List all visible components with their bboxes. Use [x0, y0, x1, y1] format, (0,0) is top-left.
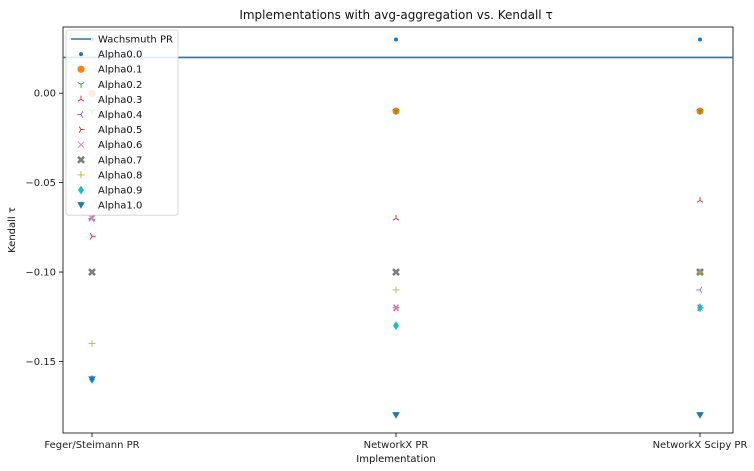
legend-swatch-marker	[78, 185, 84, 195]
legend-swatch-marker	[77, 155, 85, 164]
point-alpha0-6-1	[392, 304, 400, 312]
legend-label: Alpha0.8	[98, 170, 142, 181]
y-axis-label: Kendall τ	[7, 207, 18, 253]
legend-swatch-marker	[77, 95, 85, 102]
legend-label: Alpha0.6	[98, 140, 142, 151]
point-alpha0-3-1	[392, 214, 400, 221]
legend-swatch-marker	[77, 141, 85, 149]
point-alpha0-5-0	[89, 232, 96, 240]
legend-swatch-marker	[77, 82, 85, 88]
legend-label: Alpha0.9	[98, 186, 142, 197]
point-alpha0-7-1	[392, 268, 400, 276]
legend-swatch-marker	[77, 65, 85, 73]
point-alpha0-2-2	[696, 108, 704, 115]
point-alpha0-8-1	[392, 286, 400, 294]
x-tick-label: NetworkX PR	[364, 440, 429, 451]
point-alpha1-0-2	[696, 412, 704, 419]
point-alpha0-0-1	[394, 37, 398, 42]
point-alpha0-0-2	[698, 37, 702, 42]
chart-title: Implementations with avg-aggregation vs.…	[239, 8, 552, 22]
legend-label: Alpha1.0	[98, 201, 142, 212]
legend-swatch-marker	[79, 52, 83, 57]
point-alpha0-6-0	[88, 215, 96, 222]
x-axis-label: Implementation	[356, 454, 435, 465]
legend-label: Alpha0.0	[98, 50, 142, 61]
point-alpha0-9-1	[393, 321, 399, 331]
legend-swatch-marker	[77, 171, 85, 179]
y-tick-label: −0.15	[25, 357, 56, 368]
axis-ticks: 0.00 −0.05 −0.10 −0.15 Feger/Steimann PR Netw…	[25, 89, 747, 451]
legend-label: Alpha0.2	[98, 80, 142, 91]
legend-label: Alpha0.4	[98, 110, 142, 121]
legend-swatch-marker	[78, 126, 85, 133]
legend-label: Alpha0.5	[98, 125, 142, 136]
x-tick-label: Feger/Steimann PR	[44, 440, 139, 451]
point-alpha0-7-0	[88, 268, 96, 276]
point-alpha0-9-2	[697, 303, 703, 313]
legend-label: Wachsmuth PR	[98, 35, 173, 46]
point-alpha0-2-1	[392, 108, 400, 115]
point-alpha1-0-0	[88, 376, 96, 383]
legend-swatch-marker	[77, 111, 84, 118]
legend-label: Alpha0.3	[98, 95, 142, 106]
y-tick-label: −0.10	[25, 268, 56, 279]
y-tick-label: −0.05	[25, 178, 56, 189]
legend: Wachsmuth PR Alpha0.0 Alpha0.1 Alpha0.2 Alph…	[65, 29, 179, 216]
legend-frame	[65, 29, 179, 216]
legend-label: Alpha0.1	[98, 65, 142, 76]
legend-label: Alpha0.7	[98, 155, 142, 166]
point-alpha1-0-1	[392, 412, 400, 419]
y-tick-label: 0.00	[34, 89, 56, 100]
legend-swatch-marker	[77, 202, 85, 209]
data-points	[88, 37, 704, 419]
point-alpha0-8-2	[696, 268, 704, 276]
x-tick-label: NetworkX Scipy PR	[653, 440, 748, 451]
point-alpha0-8-0	[88, 340, 96, 348]
point-alpha0-3-2	[696, 196, 704, 203]
point-alpha0-4-2	[696, 286, 703, 294]
